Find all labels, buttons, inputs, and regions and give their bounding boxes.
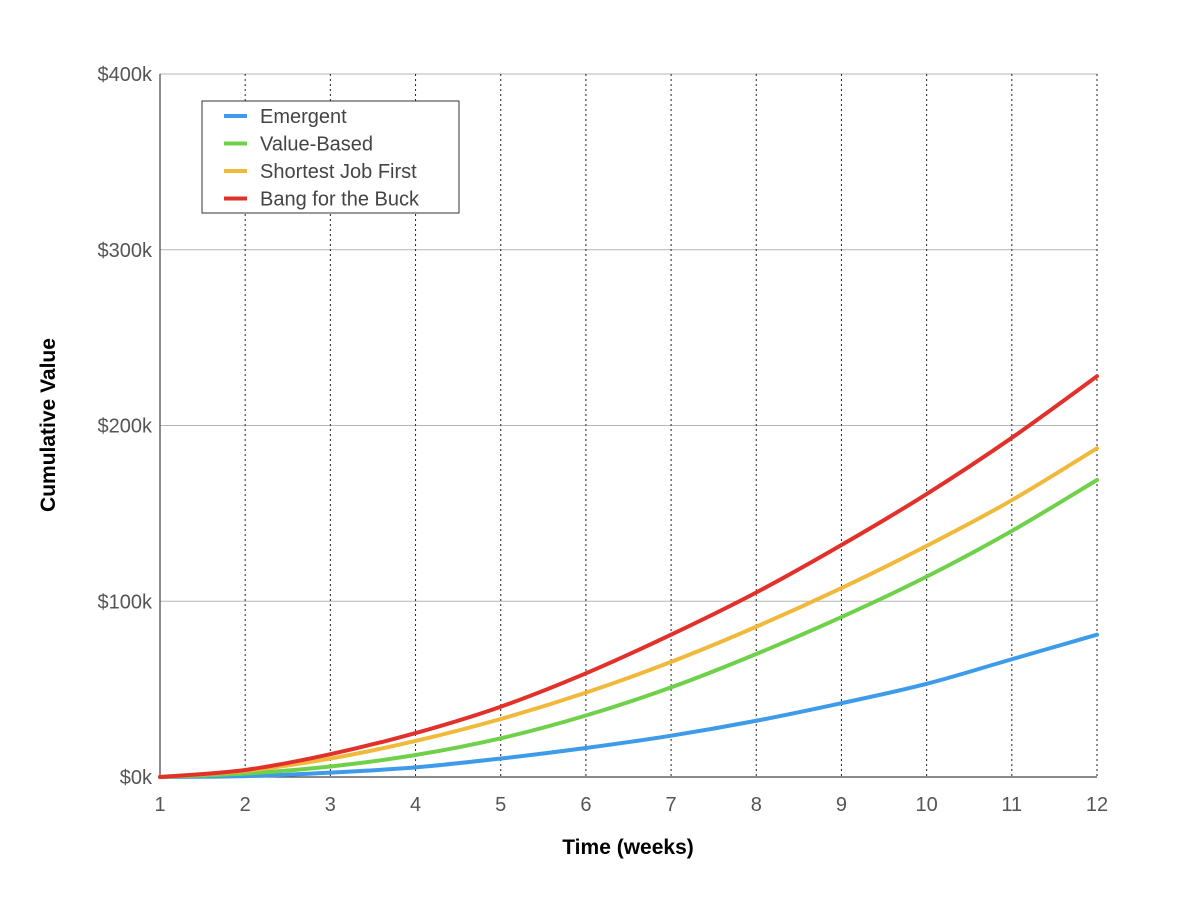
series-line-shortest-job-first	[158, 446, 1099, 779]
legend: Emergent Value-Based Shortest Job First Ban…	[201, 100, 460, 214]
grid	[160, 73, 1098, 777]
x-tick-label: 10	[916, 794, 938, 816]
series-lines	[158, 374, 1099, 779]
x-tick-label: 7	[666, 794, 677, 816]
x-tick-label: 9	[836, 794, 847, 816]
x-tick-label: 6	[580, 794, 591, 816]
series-line-value-based	[158, 477, 1099, 779]
y-tick-label: $0k	[120, 767, 153, 789]
x-tick-label: 4	[410, 794, 421, 816]
legend-label-value-based: Value-Based	[260, 134, 373, 156]
series-line-bang-for-the-buck	[158, 374, 1099, 779]
x-tick-label: 3	[325, 794, 336, 816]
x-tick-label: 2	[240, 794, 251, 816]
y-tick-label: $300k	[98, 240, 153, 262]
y-tick-label: $400k	[98, 64, 153, 86]
x-axis-title: Time (weeks)	[562, 836, 694, 859]
x-tick-label: 8	[751, 794, 762, 816]
x-tick-label: 12	[1086, 794, 1108, 816]
legend-box	[201, 100, 460, 214]
legend-label-bang-for-the-buck: Bang for the Buck	[260, 189, 420, 211]
legend-label-emergent: Emergent	[260, 106, 347, 128]
axes	[159, 74, 1097, 778]
legend-label-shortest-job-first: Shortest Job First	[260, 161, 417, 183]
y-tick-label: $100k	[98, 591, 153, 613]
x-tick-label: 5	[495, 794, 506, 816]
x-tick-label: 1	[154, 794, 165, 816]
series-line-emergent	[158, 632, 1099, 779]
x-tick-label: 11	[1001, 794, 1022, 816]
y-tick-label: $200k	[98, 416, 153, 438]
y-axis-title: Cumulative Value	[37, 338, 60, 512]
